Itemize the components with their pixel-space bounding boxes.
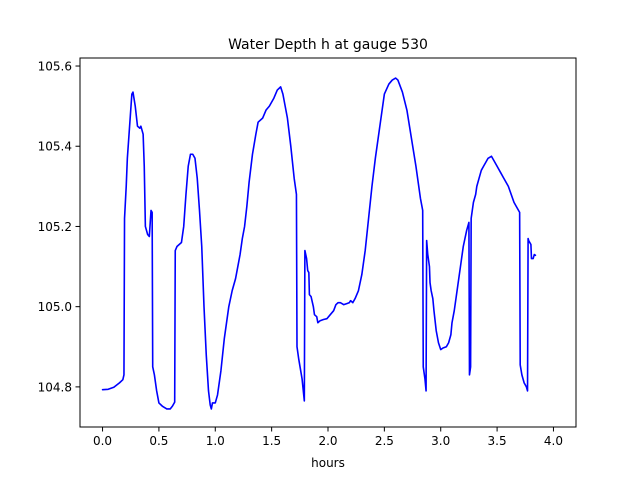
x-tick-label: 1.0: [206, 434, 225, 448]
y-tick-label: 105.0: [38, 300, 72, 314]
x-tick-label: 3.5: [488, 434, 507, 448]
y-tick-label: 104.8: [38, 380, 72, 394]
x-tick-label: 1.5: [262, 434, 281, 448]
y-axis: 104.8 105.0 105.2 105.4 105.6: [38, 60, 80, 394]
series-line-1: [101, 77, 537, 410]
x-axis-label: hours: [311, 456, 345, 470]
x-tick-label: 0.0: [93, 434, 112, 448]
y-tick-label: 105.4: [38, 140, 72, 154]
chart-title: Water Depth h at gauge 530: [228, 37, 428, 53]
x-tick-label: 2.5: [375, 434, 394, 448]
plot-area: [101, 77, 537, 410]
x-tick-label: 2.0: [318, 434, 337, 448]
x-tick-label: 4.0: [544, 434, 563, 448]
y-tick-label: 105.6: [38, 60, 72, 74]
x-tick-label: 0.5: [149, 434, 168, 448]
x-tick-label: 3.0: [431, 434, 450, 448]
x-axis: 0.0 0.5 1.0 1.5 2.0 2.5 3.0 3.5 4.0: [93, 427, 563, 448]
y-tick-label: 105.2: [38, 220, 72, 234]
